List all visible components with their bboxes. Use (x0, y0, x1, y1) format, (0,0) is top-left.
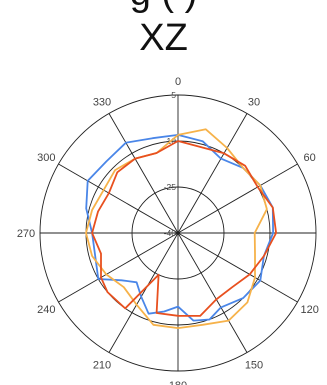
series-line-1 (85, 134, 275, 322)
grid-spoke (177, 232, 248, 353)
grid-spoke (177, 163, 298, 234)
grid-spoke (177, 113, 248, 234)
angle-label-60: 60 (304, 152, 316, 164)
grid-spoke (108, 232, 179, 353)
cut-off-heading: g ( ) (0, 0, 327, 13)
angle-label-330: 330 (93, 96, 111, 108)
angle-label-120: 120 (300, 304, 318, 316)
angle-label-30: 30 (248, 96, 260, 108)
angle-label-210: 210 (93, 360, 111, 372)
radial-tick-label: -40 (164, 228, 177, 238)
grid-spoke (58, 232, 179, 303)
grid-spoke (177, 232, 298, 303)
angle-label-300: 300 (37, 152, 55, 164)
grid-spoke (108, 113, 179, 234)
grid-spoke (58, 163, 179, 234)
angle-label-0: 0 (175, 76, 181, 88)
chart-title: XZ (139, 17, 188, 59)
grid-circle (131, 186, 225, 280)
radial-tick-label: 5 (171, 90, 176, 100)
series-line-2 (85, 128, 268, 330)
angle-label-240: 240 (37, 304, 55, 316)
angle-label-270: 270 (17, 228, 35, 240)
angle-label-150: 150 (245, 360, 263, 372)
grid-circle (39, 94, 317, 372)
angle-label-180: 180 (169, 380, 187, 385)
series-line-3 (91, 140, 278, 317)
radial-tick-label: -25 (164, 182, 177, 192)
